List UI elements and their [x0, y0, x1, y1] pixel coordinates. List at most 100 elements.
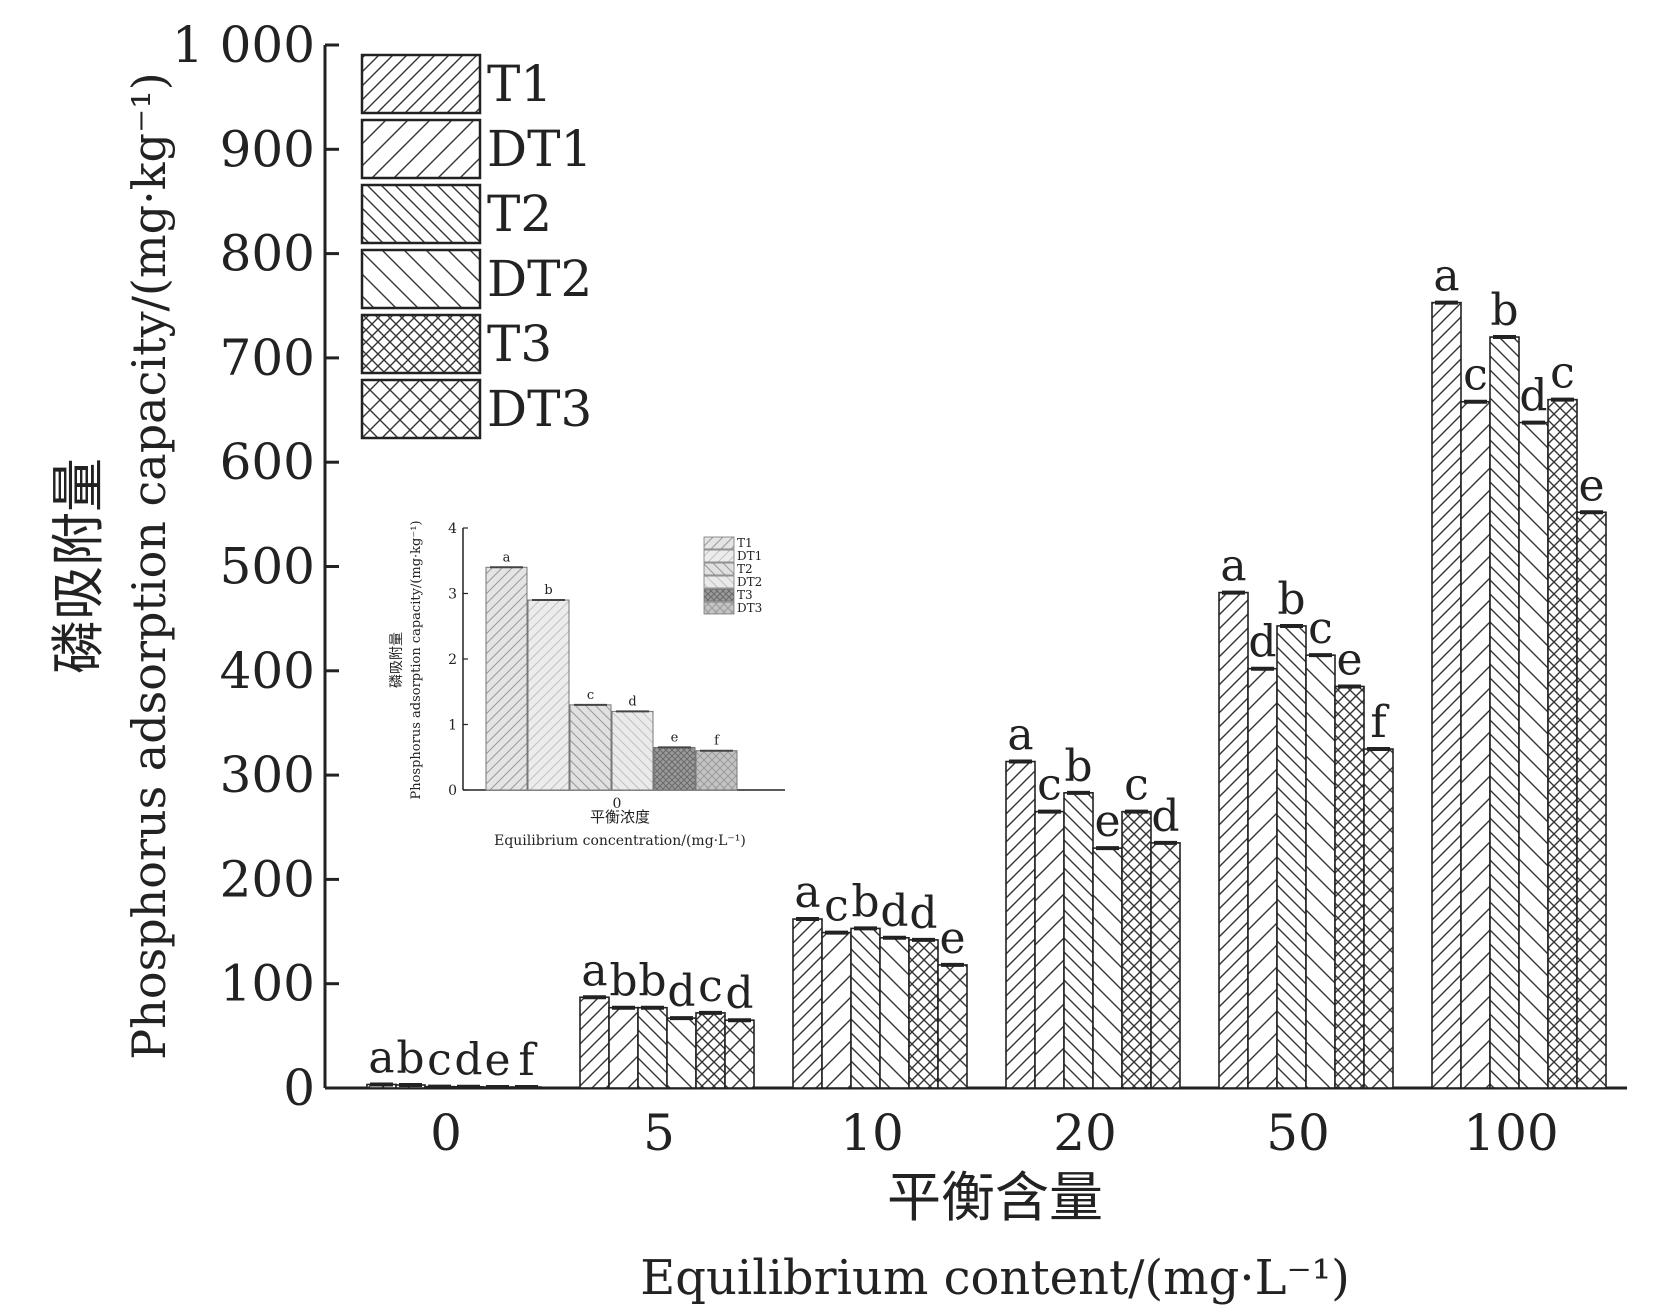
inset-y-tick-label: 1: [448, 718, 457, 734]
main-sig-label: b: [396, 1033, 424, 1084]
main-bar-dt3-5: [724, 1019, 755, 1089]
inset-xlabel-cn: 平衡浓度: [590, 808, 650, 826]
main-bar-dt1-20: [1034, 810, 1065, 1089]
main-sig-label: f: [518, 1035, 537, 1086]
main-bar-dt3-50: [1363, 748, 1394, 1089]
main-legend-label: DT2: [487, 250, 592, 308]
main-bar-t3-50: [1334, 685, 1365, 1089]
main-bar-dt3-100: [1576, 511, 1607, 1089]
main-bar-t1-100: [1431, 301, 1462, 1089]
main-sig-label: a: [1220, 541, 1246, 592]
main-sig-label: b: [609, 956, 637, 1007]
inset-sig-label: a: [503, 550, 511, 565]
inset-sig-label: e: [671, 730, 679, 745]
main-x-tick-label: 5: [643, 1104, 675, 1162]
main-bar-dt1-5: [608, 1006, 639, 1089]
main-bar-dt2-5: [666, 1017, 697, 1089]
main-xlabel-cn: 平衡含量: [887, 1166, 1103, 1229]
inset-bar-t1: [485, 566, 528, 791]
inset-legend-swatch: [703, 588, 735, 602]
inset-bar-labels: a b c d e f: [503, 550, 720, 748]
main-sig-label: c: [1463, 350, 1488, 401]
main-bar-t3-100: [1547, 398, 1578, 1089]
inset-legend-label: T1: [737, 536, 753, 550]
inset-sig-label: b: [544, 583, 552, 598]
main-sig-label: e: [939, 913, 965, 964]
main-sig-label: e: [484, 1035, 510, 1086]
main-sig-label: b: [638, 956, 666, 1007]
main-x-tick-label: 0: [430, 1104, 462, 1162]
main-sig-label: a: [794, 867, 820, 918]
inset-legend-label: T3: [737, 588, 753, 602]
inset-bar-dt1: [527, 599, 570, 791]
main-sig-label: c: [1124, 760, 1149, 811]
main-sig-label: e: [1578, 460, 1604, 511]
main-sig-label: e: [1094, 796, 1120, 847]
main-sig-label: d: [1519, 371, 1547, 422]
inset-sig-label: c: [587, 688, 594, 703]
main-ylabel-cn: 磷吸附量: [47, 458, 110, 674]
main-x-tick-label: 50: [1266, 1104, 1330, 1162]
main-legend-swatch: [360, 53, 482, 115]
main-y-tick-label: 900: [220, 120, 315, 178]
inset-y-tick-label: 4: [448, 521, 457, 537]
main-y-ticks: 0 100 200 300 400 500 600 700 800 900 1 000: [172, 16, 339, 1117]
main-y-tick-label: 500: [220, 538, 315, 596]
main-legend-swatch: [360, 183, 482, 245]
main-sig-label: a: [1007, 710, 1033, 761]
main-sig-label: d: [1151, 791, 1179, 842]
main-y-tick-label: 600: [220, 433, 315, 491]
main-bars: [366, 300, 1607, 1089]
main-xlabel-en: Equilibrium content/(mg·L⁻¹): [640, 1250, 1350, 1306]
inset-xlabel-en: Equilibrium concentration/(mg·L⁻¹): [494, 833, 746, 849]
main-legend-label: T2: [487, 185, 552, 243]
main-sig-label: b: [1064, 741, 1092, 792]
main-bar-t3-20: [1121, 810, 1152, 1089]
main-bar-t1-20: [1005, 760, 1036, 1089]
main-bar-t1-5: [579, 996, 610, 1089]
main-sig-label: c: [1037, 760, 1062, 811]
main-x-tick-label: 20: [1053, 1104, 1117, 1162]
main-sig-label: c: [427, 1035, 452, 1086]
main-y-tick-label: 700: [220, 329, 315, 387]
main-sig-label: a: [1433, 251, 1459, 302]
main-sig-label: c: [698, 961, 723, 1012]
main-y-tick-label: 1 000: [172, 16, 315, 74]
main-sig-label: c: [1308, 603, 1333, 654]
main-y-tick-label: 0: [283, 1059, 315, 1117]
main-bar-dt1-10: [821, 931, 852, 1089]
main-bar-dt1-100: [1460, 400, 1491, 1089]
main-y-tick-label: 400: [220, 642, 315, 700]
inset-legend-swatch: [703, 601, 735, 615]
main-sig-label: a: [581, 945, 607, 996]
main-x-ticks: 0 5 10 20 50 100: [430, 1104, 1559, 1162]
main-sig-label: d: [909, 888, 937, 939]
main-sig-label: d: [725, 968, 753, 1019]
main-bar-dt2-50: [1305, 654, 1336, 1089]
inset-legend-swatch: [703, 549, 735, 563]
main-legend-label: T1: [487, 55, 552, 113]
inset-legend-swatch: [703, 575, 735, 589]
main-bar-dt2-20: [1092, 847, 1123, 1089]
main-sig-label: b: [851, 876, 879, 927]
inset-legend-label: DT2: [737, 575, 762, 589]
main-sig-label: d: [667, 966, 695, 1017]
main-x-tick-label: 100: [1463, 1104, 1558, 1162]
main-bar-dt3-10: [937, 964, 968, 1089]
inset-bar-dt2: [611, 710, 654, 791]
inset-legend-label: T2: [737, 562, 753, 576]
main-sig-label: c: [824, 881, 849, 932]
inset-sig-label: d: [628, 694, 636, 709]
inset-legend-swatch: [703, 562, 735, 576]
main-bar-dt2-10: [879, 937, 910, 1089]
main-legend-swatch: [360, 118, 482, 180]
main-sig-label: b: [1490, 285, 1518, 336]
main-y-tick-label: 100: [220, 955, 315, 1013]
main-legend-label: T3: [487, 315, 552, 373]
inset-ylabel-en: Phosphorus adsorption capacity/(mg·kg⁻¹): [409, 520, 424, 799]
